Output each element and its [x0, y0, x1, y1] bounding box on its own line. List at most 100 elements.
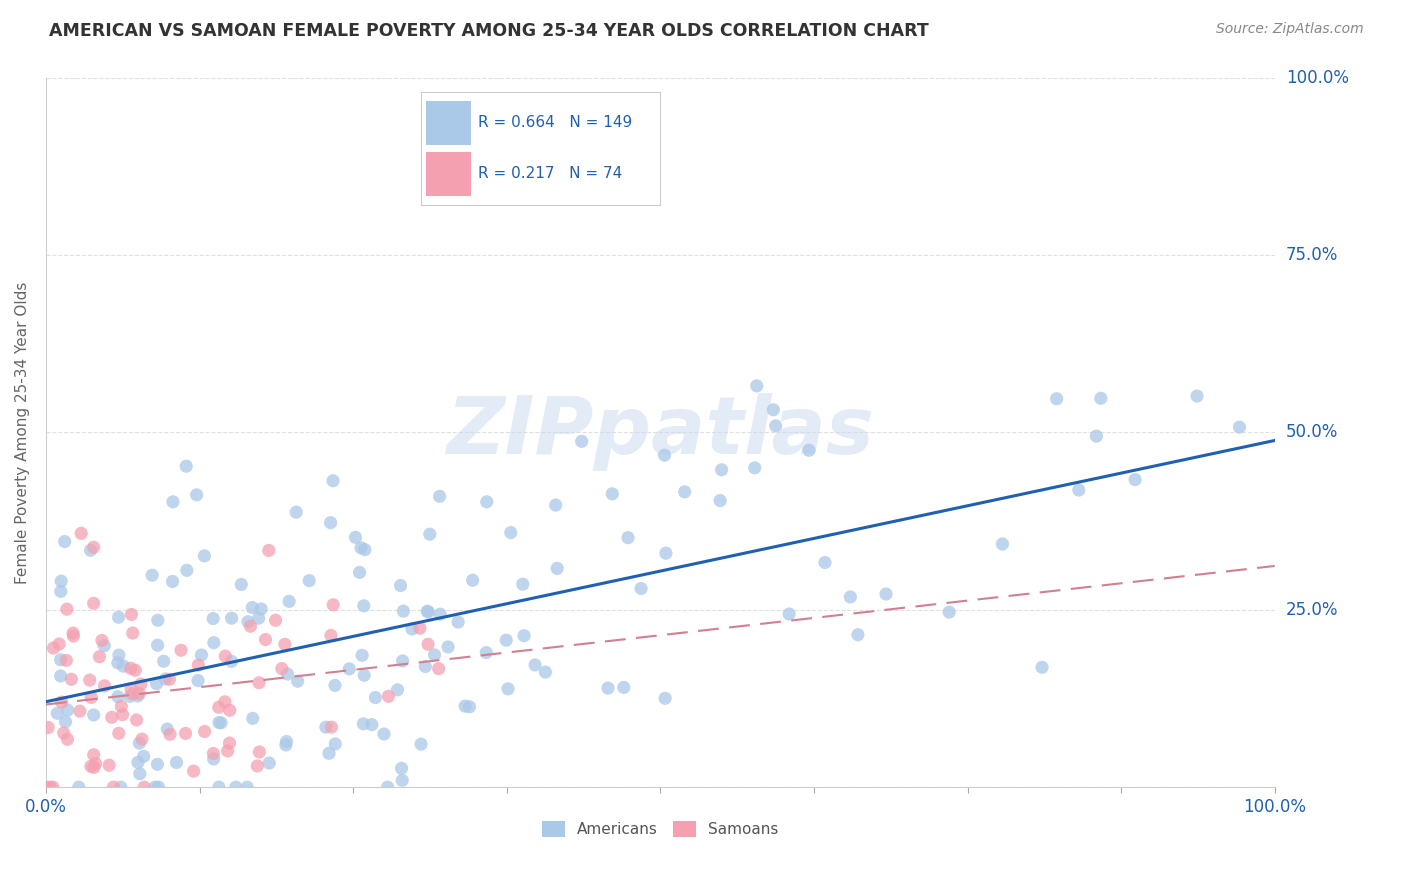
Point: [190, 648, 212, 662]
Point: [1085, 429, 1108, 443]
Point: [778, 607, 800, 621]
Point: [429, 607, 451, 622]
Point: [839, 590, 862, 604]
Point: [278, 594, 301, 608]
Point: [389, 578, 412, 592]
Point: [53, 534, 76, 549]
Point: [377, 780, 399, 794]
Point: [298, 574, 321, 588]
Point: [745, 379, 768, 393]
Point: [79, 673, 101, 687]
Point: [131, 732, 153, 747]
Point: [236, 615, 259, 629]
Point: [377, 690, 399, 704]
Point: [120, 661, 142, 675]
Point: [319, 516, 342, 530]
Point: [461, 573, 484, 587]
Point: [353, 668, 375, 682]
Point: [513, 629, 536, 643]
Point: [654, 448, 676, 462]
Point: [274, 637, 297, 651]
Point: [132, 749, 155, 764]
Point: [239, 619, 262, 633]
Point: [55, 714, 77, 729]
Point: [187, 673, 209, 688]
Point: [170, 643, 193, 657]
Point: [62, 626, 84, 640]
Point: [120, 681, 142, 696]
Point: [146, 638, 169, 652]
Point: [221, 611, 243, 625]
Point: [344, 530, 367, 544]
Point: [217, 744, 239, 758]
Point: [48, 637, 70, 651]
Point: [655, 546, 678, 560]
Text: Source: ZipAtlas.com: Source: ZipAtlas.com: [1216, 22, 1364, 37]
Point: [202, 636, 225, 650]
Point: [84, 756, 107, 771]
Point: [352, 648, 374, 663]
Point: [159, 727, 181, 741]
Point: [52, 726, 75, 740]
Point: [176, 563, 198, 577]
Point: [91, 633, 114, 648]
Point: [546, 561, 568, 575]
Point: [596, 681, 619, 695]
Point: [174, 459, 197, 474]
Point: [762, 402, 785, 417]
Text: 100.0%: 100.0%: [1286, 69, 1348, 87]
Point: [79, 543, 101, 558]
Point: [938, 605, 960, 619]
Point: [319, 628, 342, 642]
Point: [83, 541, 105, 555]
Point: [534, 665, 557, 679]
Point: [103, 780, 125, 794]
Point: [231, 577, 253, 591]
Point: [1090, 392, 1112, 406]
Point: [391, 773, 413, 788]
Point: [360, 717, 382, 731]
Point: [107, 656, 129, 670]
Point: [42, 780, 65, 794]
Point: [259, 756, 281, 770]
Point: [499, 525, 522, 540]
Point: [155, 672, 177, 686]
Point: [128, 736, 150, 750]
Point: [125, 713, 148, 727]
Point: [218, 736, 240, 750]
Point: [56, 703, 79, 717]
Point: [454, 699, 477, 714]
Point: [247, 611, 270, 625]
Point: [285, 505, 308, 519]
Point: [392, 604, 415, 618]
Point: [416, 604, 439, 618]
Point: [1067, 483, 1090, 497]
Point: [98, 758, 121, 772]
Point: [496, 681, 519, 696]
Point: [354, 542, 377, 557]
Point: [35, 780, 58, 794]
Point: [83, 708, 105, 723]
Point: [846, 628, 869, 642]
Point: [187, 658, 209, 673]
Point: [83, 747, 105, 762]
Point: [337, 662, 360, 676]
Point: [710, 463, 733, 477]
Point: [373, 727, 395, 741]
Point: [49, 653, 72, 667]
Point: [145, 676, 167, 690]
Point: [236, 780, 259, 794]
Point: [349, 566, 371, 580]
Text: ZIPpatlas: ZIPpatlas: [447, 393, 875, 471]
Point: [475, 495, 498, 509]
Point: [208, 780, 231, 794]
Point: [128, 766, 150, 780]
Text: AMERICAN VS SAMOAN FEMALE POVERTY AMONG 25-34 YEAR OLDS CORRELATION CHART: AMERICAN VS SAMOAN FEMALE POVERTY AMONG …: [49, 22, 929, 40]
Point: [202, 747, 225, 761]
Point: [37, 721, 59, 735]
Text: 50.0%: 50.0%: [1286, 424, 1339, 442]
Point: [1123, 473, 1146, 487]
Point: [56, 602, 79, 616]
Point: [39, 780, 62, 794]
Point: [193, 549, 215, 563]
